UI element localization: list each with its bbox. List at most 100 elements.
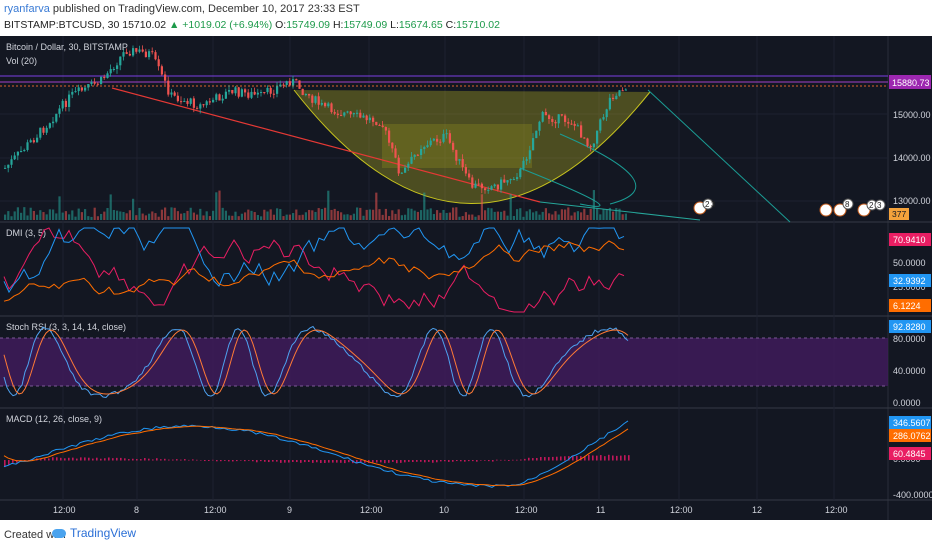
macd-tag (889, 416, 931, 429)
stoch-legend[interactable]: Stoch RSI (3, 3, 14, 14, close) (6, 322, 126, 332)
volume-bar (250, 210, 253, 220)
candle-body (436, 138, 439, 142)
macd-histogram-bar (400, 460, 402, 463)
volume-bar (42, 212, 45, 220)
volume-bar (560, 209, 563, 220)
main-price-pane[interactable]: 2 3 8 2 3 Bitcoin / Dollar, 30, BITSTAMP… (0, 42, 931, 223)
macd-histogram-bar (84, 457, 86, 461)
volume-bar (263, 209, 266, 220)
volume-bar (346, 214, 349, 220)
candle-body (570, 123, 573, 125)
candle-body (618, 90, 621, 96)
volume-bar (71, 210, 74, 220)
macd-tag (889, 429, 931, 442)
event-badge[interactable]: 2 (705, 200, 710, 209)
macd-histogram-bar (180, 459, 182, 461)
macd-histogram-bar (432, 460, 434, 463)
volume-bar (602, 209, 605, 220)
macd-histogram-bar (208, 460, 210, 462)
trend-line[interactable] (111, 87, 541, 203)
candle-body (224, 91, 227, 99)
volume-bar (362, 215, 365, 220)
event-badge[interactable]: 3 (877, 201, 882, 210)
candle-body (407, 163, 410, 168)
author-link[interactable]: ryanfarva (4, 3, 50, 15)
volume-bar (320, 209, 323, 220)
macd-histogram-bar (60, 457, 62, 461)
projection-curve[interactable] (559, 133, 637, 205)
macd-histogram-bar (24, 460, 26, 461)
cup-pattern-drawing[interactable] (293, 89, 651, 204)
open-value: 15749.09 (286, 19, 331, 31)
volume-bar (356, 207, 359, 220)
time-axis-tick: 12 (752, 505, 762, 515)
volume-bar (87, 216, 90, 220)
candle-body (538, 121, 541, 131)
macd-pane[interactable]: MACD (12, 26, close, 9) 0.0000 -400.0000… (3, 414, 932, 500)
volume-bar (445, 212, 448, 220)
dmi-legend[interactable]: DMI (3, 5) (6, 228, 46, 238)
candle-body (528, 150, 531, 160)
tradingview-logo[interactable]: TradingView (52, 526, 136, 540)
macd-histogram-bar (460, 460, 462, 462)
volume-bar (439, 212, 442, 220)
dmi-axis-tick: 50.0000 (893, 258, 926, 268)
candle-body (292, 79, 295, 86)
macd-histogram-bar (228, 460, 230, 462)
price-tag-label: 15880.73 (892, 78, 930, 88)
macd-histogram-bar (356, 460, 358, 464)
macd-histogram-bar (548, 457, 550, 461)
candle-body (311, 95, 314, 103)
event-badge[interactable]: 2 (869, 201, 874, 210)
volume-bar (52, 209, 55, 220)
volume-bar (20, 212, 23, 220)
macd-histogram-bar (344, 460, 346, 464)
candle-body (503, 179, 506, 183)
candle-body (384, 127, 387, 131)
macd-histogram-bar (312, 460, 314, 463)
dmi-pane[interactable]: DMI (3, 5) 50.0000 25.0000 70.9410 32.93… (3, 227, 931, 313)
symbol-legend[interactable]: Bitcoin / Dollar, 30, BITSTAMP (6, 42, 128, 52)
macd-histogram-bar (616, 455, 618, 461)
volume-bar (618, 208, 621, 220)
candle-body (173, 92, 176, 96)
time-axis-tick: 10 (439, 505, 449, 515)
volume-bar (327, 190, 330, 220)
dmi-tag (889, 274, 931, 287)
macd-histogram-bar (316, 460, 318, 463)
volume-bar (461, 216, 464, 220)
macd-histogram-bar (444, 460, 446, 462)
volume-legend[interactable]: Vol (20) (6, 56, 37, 66)
candle-body (202, 104, 205, 106)
volume-bar (167, 216, 170, 220)
time-axis[interactable]: 12:00 8 12:00 9 12:00 10 12:00 11 12:00 … (53, 505, 848, 515)
volume-bar (596, 207, 599, 220)
macd-histogram-bar (436, 460, 438, 463)
candle-body (132, 48, 135, 56)
event-badge[interactable]: 3 (711, 200, 716, 209)
chart-area[interactable]: 2 3 8 2 3 Bitcoin / Dollar, 30, BITSTAMP… (0, 36, 932, 520)
candle-body (512, 179, 515, 181)
volume-bar (503, 210, 506, 220)
volume-bar (228, 215, 231, 220)
macd-histogram-bar (416, 460, 418, 462)
handle-box-drawing[interactable] (382, 124, 532, 168)
candle-body (106, 73, 109, 79)
candle-body (359, 112, 362, 118)
chart-svg[interactable]: 2 3 8 2 3 Bitcoin / Dollar, 30, BITSTAMP… (0, 36, 932, 520)
event-badge[interactable]: 8 (845, 200, 850, 209)
candle-body (461, 159, 464, 168)
candle-body (391, 142, 394, 149)
volume-bar (212, 210, 215, 220)
candle-body (157, 59, 160, 67)
candle-body (29, 140, 32, 143)
volume-bar (624, 213, 627, 220)
stoch-rsi-pane[interactable]: Stoch RSI (3, 3, 14, 14, close) 80.0000 … (0, 320, 931, 408)
macd-histogram-bar (160, 459, 162, 461)
event-badge-group[interactable]: 2 3 8 2 3 (693, 198, 886, 217)
macd-histogram-bar (164, 458, 166, 461)
projection-line[interactable] (647, 89, 791, 223)
candle-body (250, 91, 253, 98)
macd-legend[interactable]: MACD (12, 26, close, 9) (6, 414, 102, 424)
candle-body (128, 53, 131, 56)
